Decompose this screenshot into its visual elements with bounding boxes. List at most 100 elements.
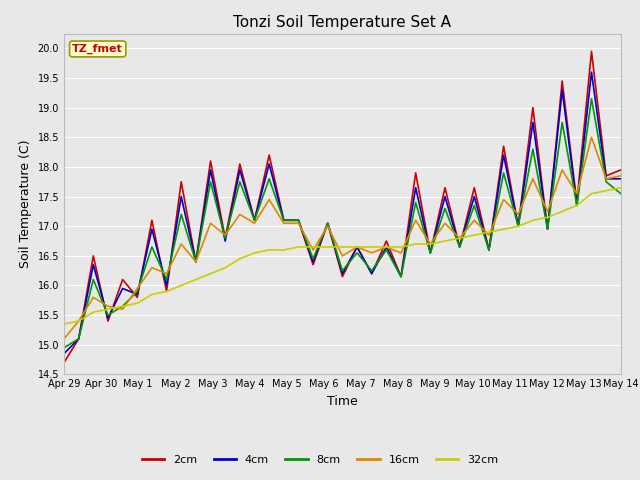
8cm — [588, 96, 595, 102]
4cm — [588, 69, 595, 75]
32cm — [90, 309, 97, 315]
8cm — [515, 223, 522, 229]
16cm — [485, 232, 493, 238]
16cm — [294, 220, 302, 226]
4cm — [236, 167, 244, 173]
4cm — [397, 274, 405, 279]
4cm — [280, 217, 287, 223]
2cm — [119, 276, 127, 282]
8cm — [383, 247, 390, 253]
2cm — [441, 185, 449, 191]
2cm — [500, 144, 508, 149]
2cm — [133, 294, 141, 300]
4cm — [515, 223, 522, 229]
16cm — [280, 220, 287, 226]
8cm — [558, 120, 566, 125]
8cm — [617, 191, 625, 196]
16cm — [383, 244, 390, 250]
8cm — [368, 268, 376, 274]
2cm — [617, 167, 625, 173]
8cm — [266, 176, 273, 182]
4cm — [163, 283, 170, 288]
32cm — [500, 226, 508, 232]
2cm — [602, 173, 610, 179]
32cm — [309, 244, 317, 250]
4cm — [529, 120, 537, 125]
8cm — [309, 256, 317, 262]
32cm — [104, 306, 112, 312]
32cm — [412, 241, 419, 247]
2cm — [456, 244, 463, 250]
Line: 32cm: 32cm — [64, 188, 621, 324]
4cm — [207, 167, 214, 173]
4cm — [148, 226, 156, 232]
4cm — [558, 87, 566, 93]
32cm — [75, 318, 83, 324]
2cm — [383, 238, 390, 244]
8cm — [294, 217, 302, 223]
32cm — [470, 232, 478, 238]
2cm — [177, 179, 185, 185]
2cm — [294, 217, 302, 223]
2cm — [221, 235, 229, 241]
8cm — [324, 220, 332, 226]
4cm — [412, 185, 419, 191]
Line: 2cm: 2cm — [64, 51, 621, 362]
4cm — [221, 238, 229, 244]
2cm — [75, 336, 83, 342]
16cm — [426, 241, 434, 247]
16cm — [515, 212, 522, 217]
32cm — [456, 235, 463, 241]
8cm — [236, 179, 244, 185]
2cm — [339, 274, 346, 279]
2cm — [485, 247, 493, 253]
Line: 4cm: 4cm — [64, 72, 621, 354]
8cm — [470, 203, 478, 208]
16cm — [177, 241, 185, 247]
8cm — [60, 345, 68, 350]
4cm — [383, 244, 390, 250]
8cm — [529, 146, 537, 152]
4cm — [177, 194, 185, 200]
4cm — [617, 176, 625, 182]
4cm — [119, 286, 127, 291]
8cm — [500, 170, 508, 176]
16cm — [104, 303, 112, 309]
32cm — [294, 244, 302, 250]
2cm — [353, 244, 361, 250]
16cm — [221, 232, 229, 238]
X-axis label: Time: Time — [327, 395, 358, 408]
16cm — [309, 247, 317, 253]
4cm — [485, 247, 493, 253]
8cm — [251, 217, 259, 223]
4cm — [573, 203, 580, 208]
4cm — [470, 194, 478, 200]
16cm — [90, 294, 97, 300]
16cm — [148, 265, 156, 271]
8cm — [602, 179, 610, 185]
32cm — [529, 217, 537, 223]
16cm — [192, 259, 200, 264]
8cm — [456, 244, 463, 250]
2cm — [104, 318, 112, 324]
32cm — [383, 244, 390, 250]
8cm — [133, 288, 141, 294]
4cm — [368, 271, 376, 276]
2cm — [266, 152, 273, 158]
Line: 16cm: 16cm — [64, 137, 621, 339]
32cm — [133, 300, 141, 306]
32cm — [515, 223, 522, 229]
32cm — [353, 244, 361, 250]
2cm — [412, 170, 419, 176]
8cm — [353, 250, 361, 256]
32cm — [177, 283, 185, 288]
32cm — [221, 265, 229, 271]
8cm — [544, 226, 552, 232]
16cm — [470, 217, 478, 223]
2cm — [309, 262, 317, 268]
8cm — [192, 259, 200, 264]
4cm — [192, 259, 200, 264]
8cm — [119, 303, 127, 309]
32cm — [251, 250, 259, 256]
8cm — [207, 179, 214, 185]
